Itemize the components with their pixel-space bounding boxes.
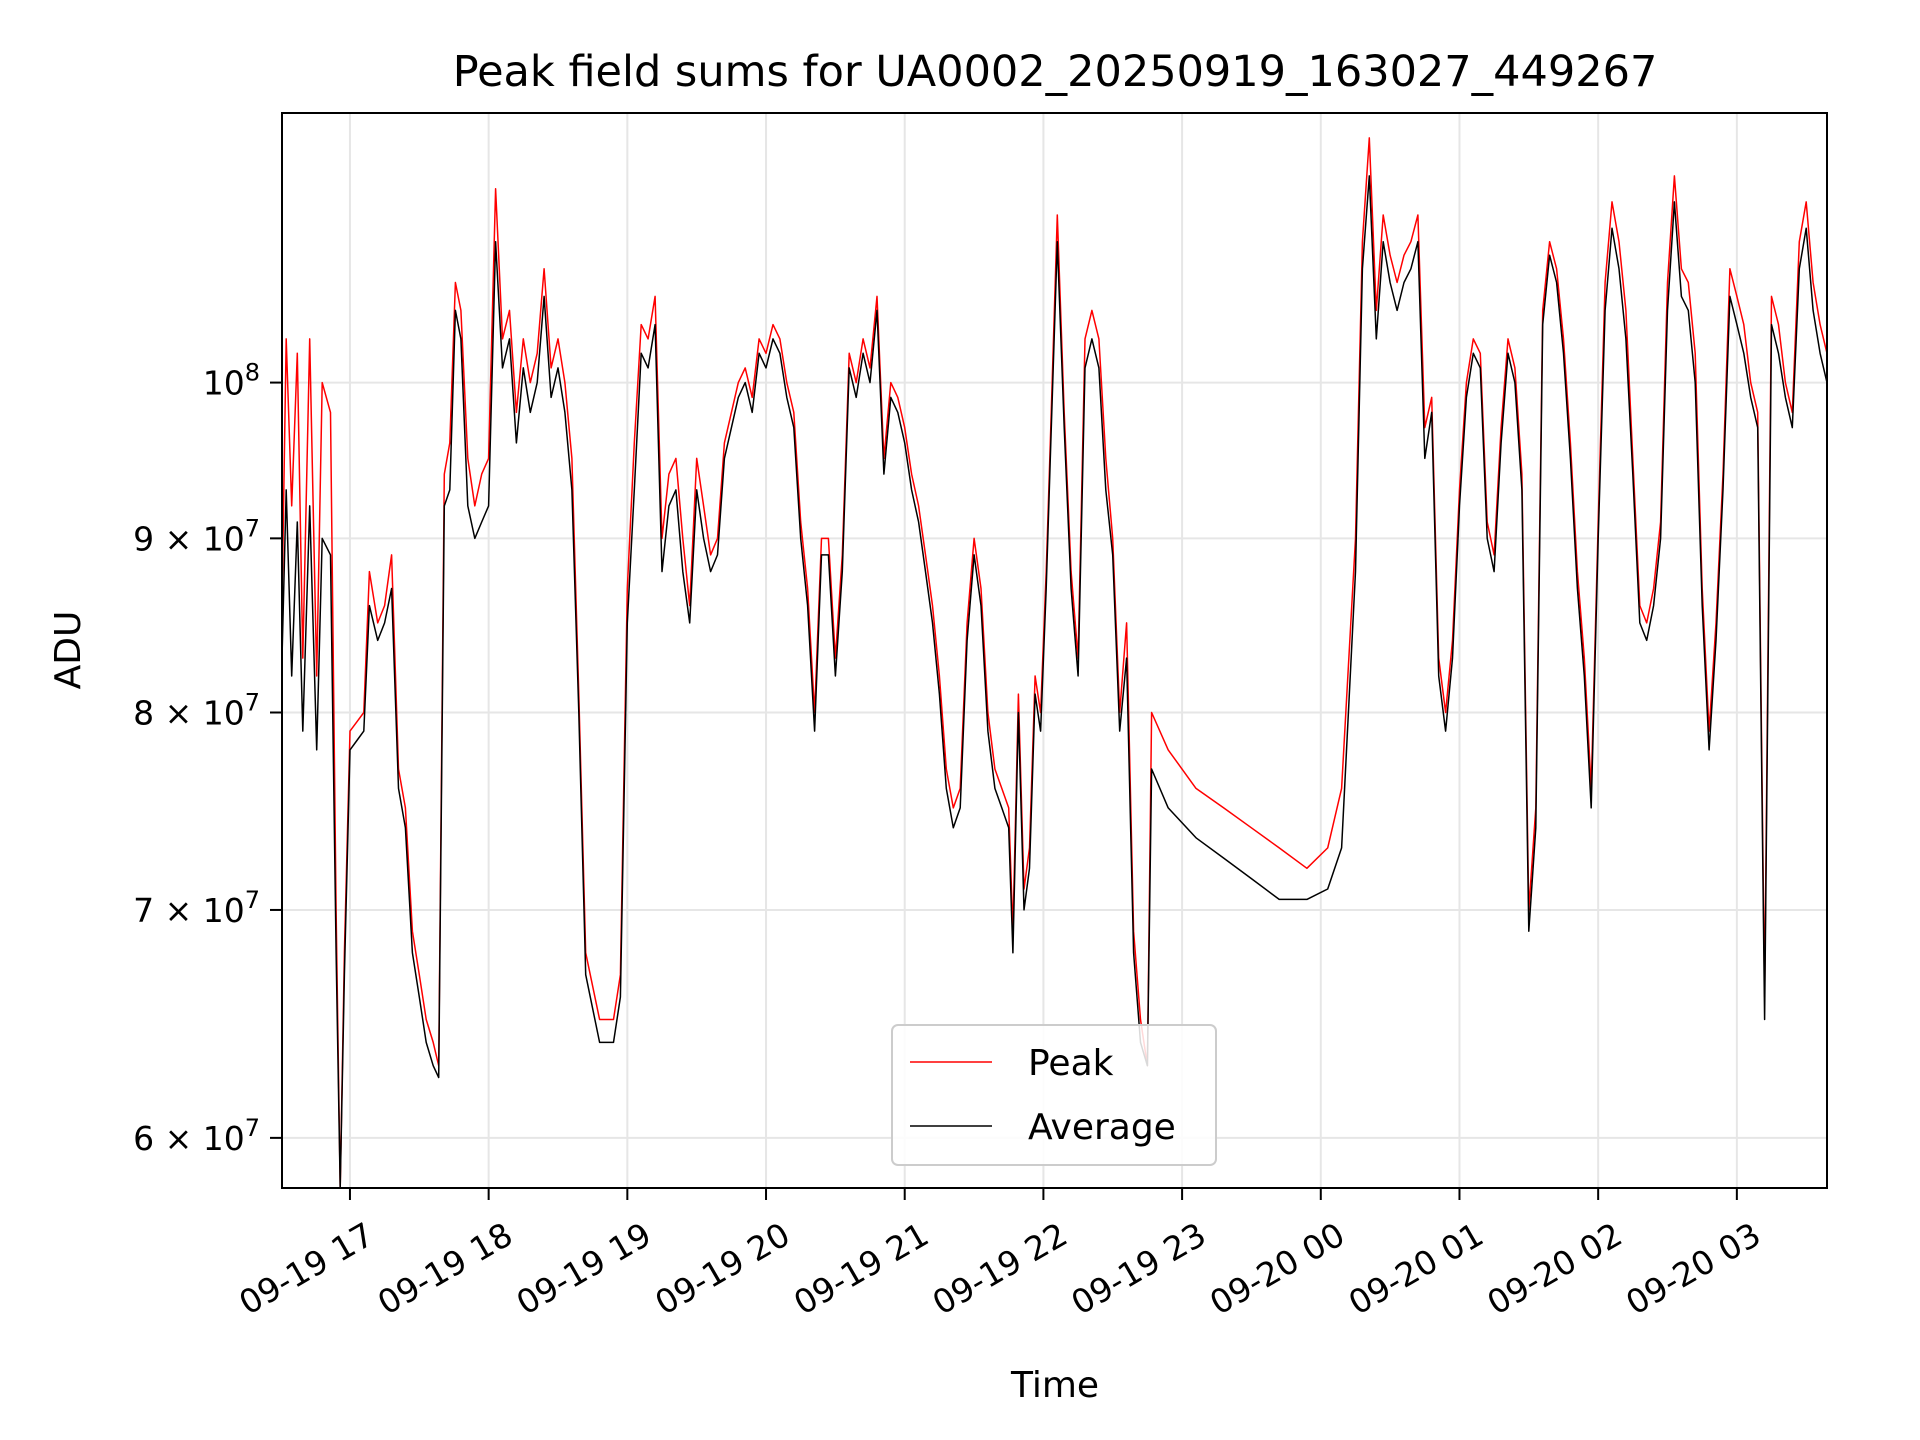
y-tick-label: 8 × 107 — [133, 689, 260, 733]
plot-area — [282, 137, 1827, 1188]
x-tick-label: 09-19 21 — [787, 1215, 935, 1323]
y-tick-label: 7 × 107 — [133, 886, 260, 930]
legend-box — [891, 1024, 1217, 1166]
series-line-peak — [282, 137, 1827, 1188]
y-tick-label: 6 × 107 — [133, 1114, 260, 1158]
legend: Peak Average — [891, 1024, 1217, 1166]
x-tick-label: 09-19 20 — [648, 1215, 796, 1323]
x-axis-label: Time — [1010, 1365, 1099, 1406]
y-axis: 6 × 107 7 × 107 8 × 107 9 × 107 108 — [133, 359, 282, 1158]
x-tick-label: 09-20 00 — [1203, 1215, 1351, 1323]
x-tick-label: 09-19 17 — [232, 1215, 380, 1323]
x-tick-label: 09-19 18 — [371, 1215, 519, 1323]
chart-title: Peak field sums for UA0002_20250919_1630… — [453, 47, 1658, 97]
x-tick-label: 09-19 19 — [510, 1215, 658, 1323]
x-tick-label: 09-20 02 — [1481, 1215, 1629, 1323]
legend-peak-label: Peak — [1028, 1043, 1114, 1084]
y-tick-label: 9 × 107 — [133, 514, 260, 558]
series-line-average — [282, 175, 1827, 1188]
y-tick-label: 108 — [203, 359, 260, 403]
legend-average-label: Average — [1028, 1107, 1176, 1148]
axes-frame — [281, 112, 1828, 1189]
x-tick-label: 09-19 22 — [926, 1215, 1074, 1323]
x-tick-label: 09-19 23 — [1064, 1215, 1212, 1323]
x-tick-label: 09-20 03 — [1619, 1215, 1767, 1323]
x-tick-label: 09-20 01 — [1342, 1215, 1490, 1323]
y-axis-label: ADU — [48, 611, 89, 690]
